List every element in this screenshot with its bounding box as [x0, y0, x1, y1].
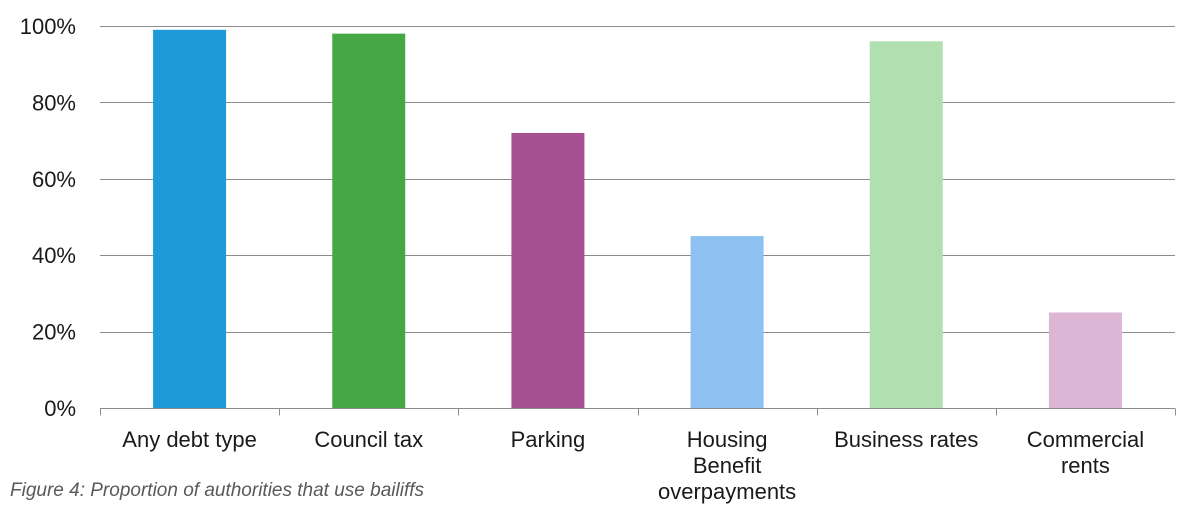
y-tick-labels: 0% 20% 40% 60% 80% 100% [20, 14, 76, 421]
x-category-label: Council tax [314, 427, 423, 452]
x-category-label: Housing Benefit overpayments [658, 427, 796, 504]
bar-housing-benefit-overpayments [690, 236, 764, 408]
bar-parking [511, 132, 585, 408]
y-tick-label: 100% [20, 14, 76, 39]
bar-business-rates [869, 41, 943, 408]
y-tick-label: 40% [32, 243, 76, 268]
y-tick-label: 80% [32, 90, 76, 115]
x-category-label: Business rates [834, 427, 978, 452]
bars [153, 29, 1122, 408]
bar-commercial-rents [1048, 312, 1122, 408]
y-tick-label: 20% [32, 320, 76, 345]
x-category-label: Commercial rents [1027, 427, 1144, 478]
bar-council-tax [332, 33, 406, 408]
y-tick-label: 60% [32, 167, 76, 192]
x-category-label: Any debt type [122, 427, 257, 452]
figure-caption: Figure 4: Proportion of authorities that… [10, 480, 425, 501]
bar-any-debt-type [153, 29, 227, 408]
x-axis [100, 408, 1176, 416]
x-category-labels: Any debt type Council tax Parking Housing Be… [122, 427, 1144, 504]
gridlines [100, 26, 1175, 333]
y-tick-label: 0% [44, 396, 76, 421]
x-category-label: Parking [511, 427, 586, 452]
